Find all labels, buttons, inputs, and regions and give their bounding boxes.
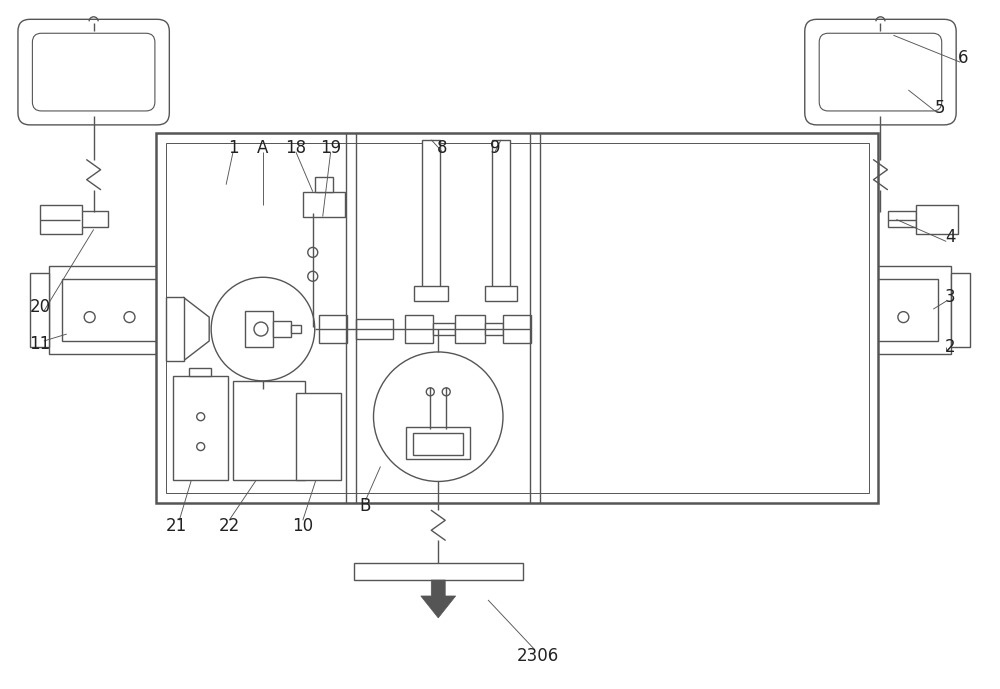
Text: 6: 6 — [958, 49, 968, 67]
Bar — [40, 205, 82, 234]
Bar — [916, 205, 958, 234]
FancyBboxPatch shape — [32, 33, 155, 111]
Bar — [405, 315, 433, 343]
Bar — [233, 381, 305, 480]
Circle shape — [308, 271, 318, 281]
FancyBboxPatch shape — [819, 33, 942, 111]
Bar — [319, 315, 347, 343]
Bar — [422, 140, 440, 289]
Bar — [824, 267, 951, 354]
Bar — [812, 274, 824, 347]
Polygon shape — [183, 297, 209, 361]
Text: 3: 3 — [945, 288, 955, 306]
Circle shape — [308, 247, 318, 258]
FancyBboxPatch shape — [18, 19, 169, 125]
Text: 22: 22 — [218, 517, 240, 535]
Text: 18: 18 — [285, 138, 306, 157]
Bar — [485, 323, 503, 335]
Bar — [315, 176, 333, 192]
Circle shape — [197, 413, 205, 421]
Bar — [837, 279, 938, 341]
Bar — [455, 315, 485, 343]
Circle shape — [124, 311, 135, 322]
Bar — [406, 426, 470, 459]
Bar — [414, 286, 448, 301]
Text: 8: 8 — [437, 138, 447, 157]
Circle shape — [426, 388, 434, 395]
Text: 1: 1 — [228, 138, 238, 157]
Text: 4: 4 — [945, 229, 955, 247]
Bar — [503, 315, 531, 343]
Text: 5: 5 — [935, 99, 945, 117]
Bar — [80, 211, 108, 227]
Text: 19: 19 — [320, 138, 341, 157]
Bar — [49, 267, 176, 354]
Circle shape — [858, 311, 869, 322]
Text: 20: 20 — [29, 298, 50, 316]
Bar — [166, 143, 869, 493]
Text: 2306: 2306 — [517, 647, 559, 665]
Circle shape — [374, 352, 503, 482]
FancyArrow shape — [421, 580, 456, 618]
Bar — [30, 274, 49, 347]
Text: 21: 21 — [166, 517, 187, 535]
Bar — [354, 563, 523, 580]
Circle shape — [254, 322, 268, 336]
Bar — [189, 368, 211, 376]
Text: 9: 9 — [490, 138, 500, 157]
Bar — [888, 211, 916, 227]
Circle shape — [197, 442, 205, 451]
Bar — [303, 192, 345, 216]
Bar — [356, 319, 393, 339]
Text: B: B — [360, 497, 371, 515]
Bar — [176, 274, 188, 347]
Circle shape — [211, 277, 315, 381]
Bar — [173, 376, 228, 480]
Bar — [245, 311, 273, 347]
Text: A: A — [257, 138, 269, 157]
Text: 11: 11 — [29, 335, 50, 353]
Bar — [166, 297, 184, 361]
Bar — [413, 433, 463, 455]
FancyBboxPatch shape — [805, 19, 956, 125]
Text: 10: 10 — [292, 517, 313, 535]
Bar — [156, 133, 878, 504]
Bar — [492, 140, 510, 289]
Bar — [433, 323, 455, 335]
Bar — [291, 325, 301, 333]
Bar — [951, 274, 970, 347]
Bar — [251, 389, 275, 397]
Circle shape — [84, 311, 95, 322]
Bar — [273, 321, 291, 337]
Circle shape — [898, 311, 909, 322]
Text: 2: 2 — [945, 338, 955, 356]
Bar — [296, 393, 341, 480]
Circle shape — [442, 388, 450, 395]
Bar — [62, 279, 163, 341]
Bar — [485, 286, 517, 301]
